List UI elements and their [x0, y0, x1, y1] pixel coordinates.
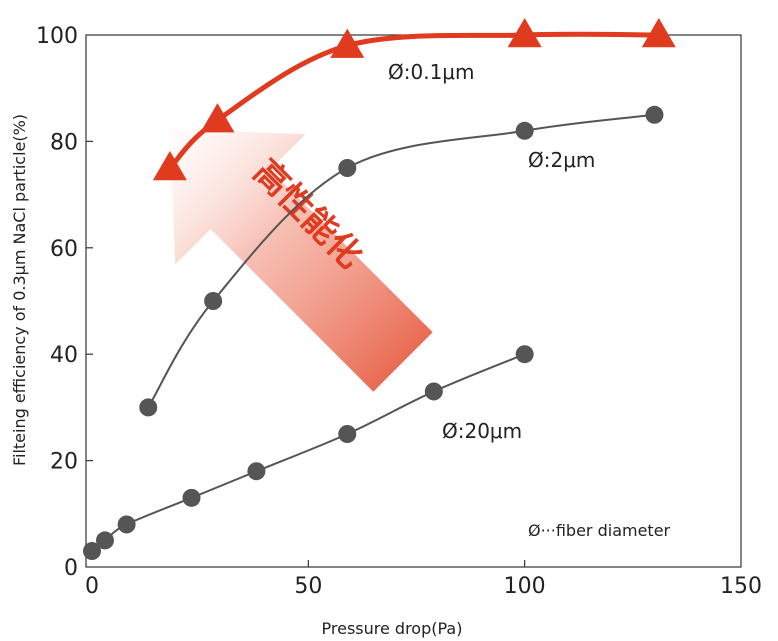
x-tick-label-1: 50 — [294, 574, 322, 599]
series-label-2: Ø:20μm — [442, 419, 522, 443]
series-2-point-1 — [95, 531, 114, 550]
x-tick-label-0: 0 — [85, 574, 99, 599]
series-label-0: Ø:0.1μm — [388, 60, 475, 84]
series-0-point-4 — [641, 18, 676, 48]
y-tick-label-0: 0 — [64, 556, 78, 581]
series-1-point-4 — [645, 105, 664, 124]
series-0-point-0 — [152, 151, 187, 181]
y-axis-title: Filteing efficiency of 0.3μm NaCl partic… — [10, 114, 29, 466]
series-2-point-6 — [424, 382, 443, 401]
x-tick-label-2: 100 — [504, 574, 546, 599]
series-0-point-2 — [330, 28, 365, 58]
series-2-point-2 — [117, 515, 136, 534]
series-0-point-1 — [200, 103, 235, 133]
series-1-point-2 — [338, 159, 357, 177]
fiber-diameter-note: Ø···fiber diameter — [528, 521, 671, 540]
y-tick-label-1: 20 — [50, 450, 78, 475]
y-tick-label-3: 60 — [50, 237, 78, 262]
series-2-point-4 — [247, 462, 266, 481]
axes: 0 50 100 150 0 20 40 60 80 100 — [36, 24, 762, 599]
series-line-2 — [91, 353, 526, 553]
series-2-point-7 — [515, 345, 534, 364]
series-layer — [83, 18, 676, 561]
performance-arrow — [169, 128, 433, 392]
y-tick-label-2: 40 — [50, 343, 78, 368]
series-2-point-3 — [182, 488, 201, 507]
series-2-point-0 — [83, 542, 101, 561]
y-tick-label-5: 100 — [36, 24, 78, 49]
series-label-1: Ø:2μm — [528, 148, 595, 172]
series-1-point-3 — [515, 121, 534, 140]
y-tick-label-4: 80 — [50, 130, 78, 155]
x-tick-label-3: 150 — [720, 574, 762, 599]
series-1-point-0 — [139, 398, 158, 417]
series-0-point-3 — [507, 18, 542, 48]
x-axis-title: Pressure drop(Pa) — [322, 619, 463, 638]
plot-frame — [85, 34, 742, 568]
performance-arrow-shape — [169, 128, 433, 392]
series-2-point-5 — [338, 425, 357, 443]
series-1-point-1 — [204, 292, 223, 310]
